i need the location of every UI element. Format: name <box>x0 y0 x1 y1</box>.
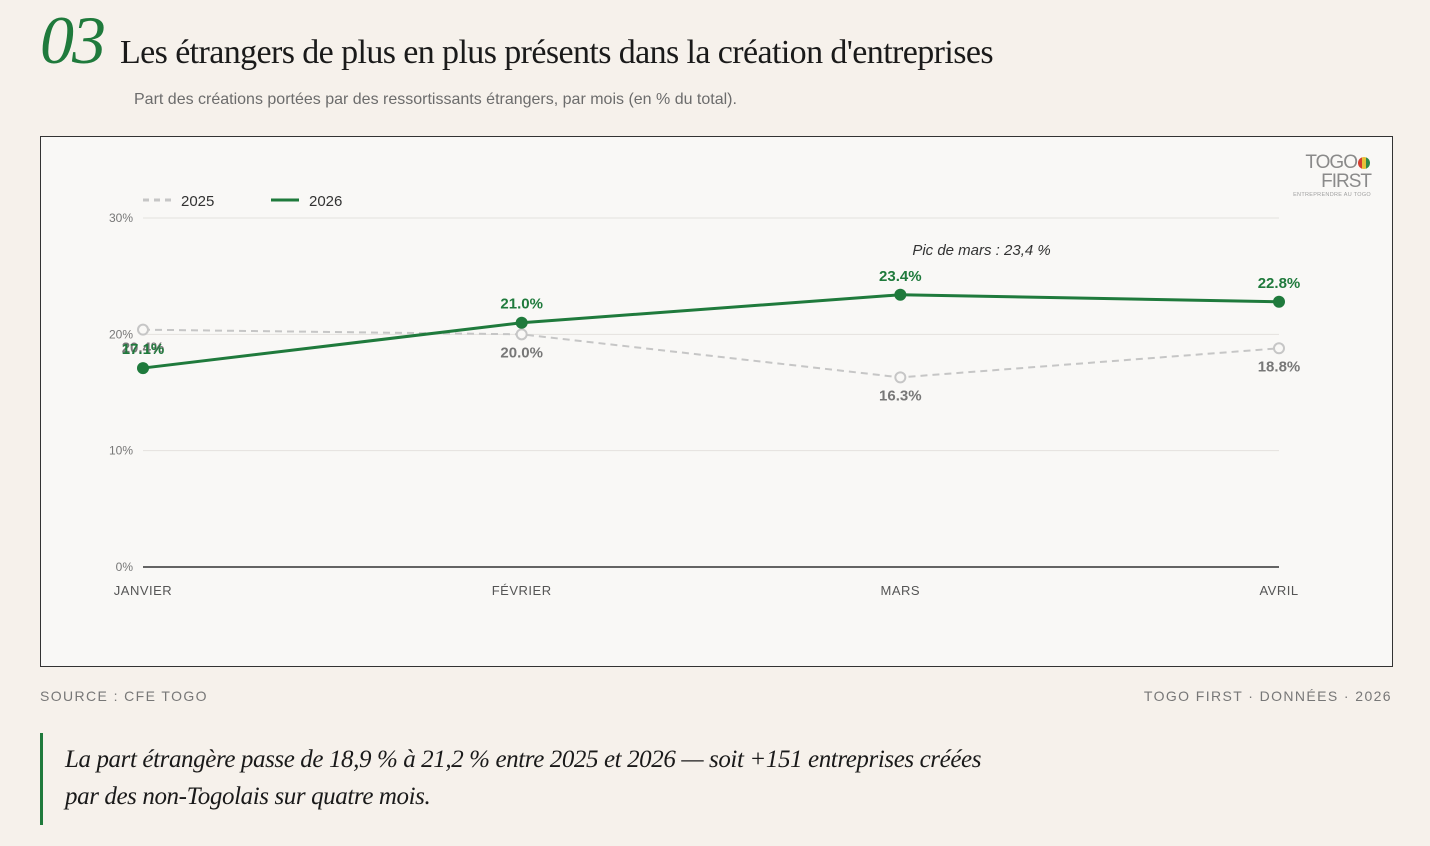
pull-quote-text: La part étrangère passe de 18,9 % à 21,2… <box>65 746 982 810</box>
x-tick-label: JANVIER <box>114 583 172 598</box>
chart-panel: TOGOFIRST ENTREPRENDRE AU TOGO 0% 10% 20% 3… <box>40 136 1393 667</box>
y-tick-label: 30% <box>109 211 133 225</box>
source-note: SOURCE : CFE TOGO <box>40 688 208 704</box>
data-point-2025 <box>515 328 528 341</box>
y-tick-label: 10% <box>109 444 133 458</box>
x-tick-label: FÉVRIER <box>492 583 552 598</box>
data-label-2026: 21.0% <box>500 296 543 313</box>
legend-label: 2025 <box>181 193 214 210</box>
data-label-2025: 20.0% <box>500 344 543 361</box>
logo-brand-left: TOGO <box>1305 152 1358 173</box>
data-label-2026: 22.8% <box>1258 275 1301 292</box>
y-tick-label: 0% <box>116 560 134 574</box>
chart-header: 03 Les étrangers de plus en plus présent… <box>40 2 994 78</box>
credit-note: TOGO FIRST · DONNÉES · 2026 <box>1143 688 1392 704</box>
data-point-2026 <box>894 288 907 301</box>
x-tick-label: MARS <box>881 583 921 598</box>
data-label-2026: 17.1% <box>122 341 165 358</box>
series-line-2025 <box>142 328 1280 379</box>
data-point-2026 <box>137 362 149 375</box>
data-label-2026: 23.4% <box>879 268 922 285</box>
togo-first-logo: TOGOFIRST ENTREPRENDRE AU TOGO <box>1281 152 1372 198</box>
line-chart: 0% 10% 20% 30% JANVIER FÉVRIER MARS AVRIL 2025 20… <box>109 193 1301 598</box>
y-tick-label: 20% <box>109 327 133 341</box>
legend-label: 2026 <box>309 193 342 210</box>
peak-annotation: Pic de mars : 23,4 % <box>912 242 1050 259</box>
data-label-2025: 16.3% <box>879 387 922 404</box>
chart-subtitle: Part des créations portées par des resso… <box>134 91 737 108</box>
chart-title: Les étrangers de plus en plus présents d… <box>120 34 994 71</box>
flag-dot-icon <box>1358 157 1370 169</box>
data-point-2025 <box>1273 342 1285 355</box>
series-line-2026 <box>142 293 1280 370</box>
logo-brand-right: FIRST <box>1321 171 1372 192</box>
data-label-2025: 18.8% <box>1258 358 1301 375</box>
data-point-2026 <box>515 316 528 329</box>
logo-tagline: ENTREPRENDRE AU TOGO <box>1293 192 1371 198</box>
x-tick-label: AVRIL <box>1259 583 1298 598</box>
pull-quote: La part étrangère passe de 18,9 % à 21,2… <box>40 733 1005 825</box>
data-point-2025 <box>137 323 149 336</box>
data-point-2025 <box>894 371 907 384</box>
chart-number: 03 <box>40 2 106 78</box>
data-label-2025: 20.4% <box>122 340 165 357</box>
data-point-2026 <box>1273 295 1285 308</box>
